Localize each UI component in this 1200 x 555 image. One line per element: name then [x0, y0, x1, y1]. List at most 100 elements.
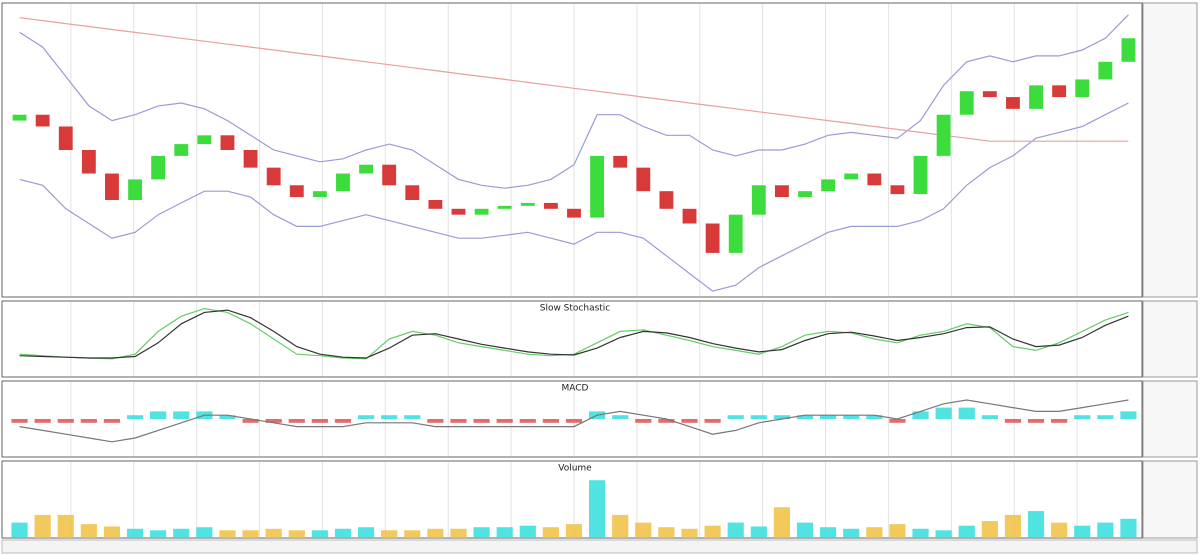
- candle-body: [220, 135, 235, 150]
- candle-body: [1029, 85, 1043, 109]
- bar: [635, 522, 652, 538]
- candle-body: [58, 126, 73, 150]
- candle-body: [774, 185, 789, 198]
- candle-body: [266, 167, 281, 186]
- panel-title: Slow Stochastic: [540, 304, 611, 314]
- bar: [612, 514, 629, 538]
- candle-body: [636, 167, 651, 192]
- bar: [843, 415, 860, 419]
- bar: [404, 530, 421, 538]
- candle-body: [151, 155, 166, 180]
- candle-body: [728, 214, 743, 253]
- bar: [1004, 419, 1022, 423]
- bar: [103, 419, 121, 423]
- axis-strip: [1142, 460, 1198, 539]
- bar: [450, 419, 467, 423]
- bar: [1004, 514, 1022, 538]
- bar: [796, 415, 814, 419]
- bar: [589, 480, 606, 538]
- bar: [935, 530, 952, 538]
- candle-body: [128, 179, 142, 200]
- bar: [565, 419, 583, 423]
- bar: [542, 527, 559, 538]
- bar: [288, 419, 305, 423]
- candle-body: [1052, 85, 1067, 98]
- bar: [704, 525, 721, 538]
- series-line: [19, 14, 1129, 189]
- bar: [981, 415, 998, 419]
- bar: [958, 407, 975, 419]
- series-line: [19, 309, 1129, 359]
- axis-strip: [1142, 380, 1198, 458]
- bar: [34, 514, 51, 538]
- bar: [1097, 522, 1114, 538]
- bar: [311, 419, 328, 423]
- bar: [1120, 518, 1137, 538]
- bar: [727, 415, 744, 419]
- bar: [242, 530, 259, 538]
- candle-body: [382, 164, 397, 186]
- bar: [1051, 522, 1068, 538]
- candle-body: [35, 114, 50, 127]
- bar: [750, 526, 767, 538]
- bar: [381, 415, 398, 419]
- candle-body: [913, 155, 928, 195]
- bar: [1027, 511, 1045, 538]
- candle-body: [474, 208, 489, 215]
- candle-body: [451, 208, 466, 215]
- bar: [381, 530, 398, 538]
- axis-strip: [1142, 2, 1198, 298]
- bar: [843, 528, 860, 538]
- candle-body: [959, 91, 974, 115]
- bar: [658, 419, 675, 423]
- bar: [889, 524, 906, 538]
- bar: [357, 415, 375, 419]
- candle-body: [682, 208, 697, 224]
- panel-title: Volume: [558, 464, 592, 474]
- bar: [404, 415, 421, 419]
- bar: [11, 522, 28, 538]
- bar: [866, 415, 883, 419]
- candle-body: [705, 223, 720, 253]
- bar: [288, 530, 305, 538]
- candle-body: [428, 199, 443, 209]
- bar: [727, 522, 744, 538]
- bar: [265, 419, 282, 423]
- candle-body: [359, 164, 374, 174]
- candle-body: [289, 185, 304, 198]
- candle-body: [613, 155, 628, 168]
- bar: [820, 415, 837, 419]
- bar: [912, 528, 929, 538]
- bar: [542, 419, 559, 423]
- bar: [1051, 419, 1068, 423]
- bar: [981, 521, 998, 538]
- bar: [427, 419, 444, 423]
- bar: [681, 528, 698, 538]
- bar: [773, 507, 791, 538]
- bar: [57, 514, 74, 538]
- panel-title: MACD: [562, 384, 589, 394]
- candle-body: [543, 202, 558, 209]
- bar: [796, 522, 814, 538]
- bar: [820, 527, 837, 538]
- candle-body: [890, 185, 905, 195]
- bar: [80, 419, 97, 423]
- bar: [473, 419, 490, 423]
- bar: [773, 415, 791, 419]
- bar: [1027, 419, 1045, 423]
- panel-frame: [1, 2, 1143, 298]
- bar: [866, 527, 883, 538]
- bar: [519, 525, 536, 538]
- bar: [1074, 415, 1091, 419]
- panel-frame: [1, 300, 1143, 378]
- candle-body: [1121, 38, 1136, 62]
- candle-body: [659, 191, 674, 209]
- bar: [57, 419, 74, 423]
- series-line: [19, 102, 1129, 292]
- bar: [496, 419, 513, 423]
- candle-body: [798, 191, 812, 198]
- bar: [958, 525, 975, 538]
- bar: [126, 415, 144, 419]
- date-axis: [1, 539, 1198, 554]
